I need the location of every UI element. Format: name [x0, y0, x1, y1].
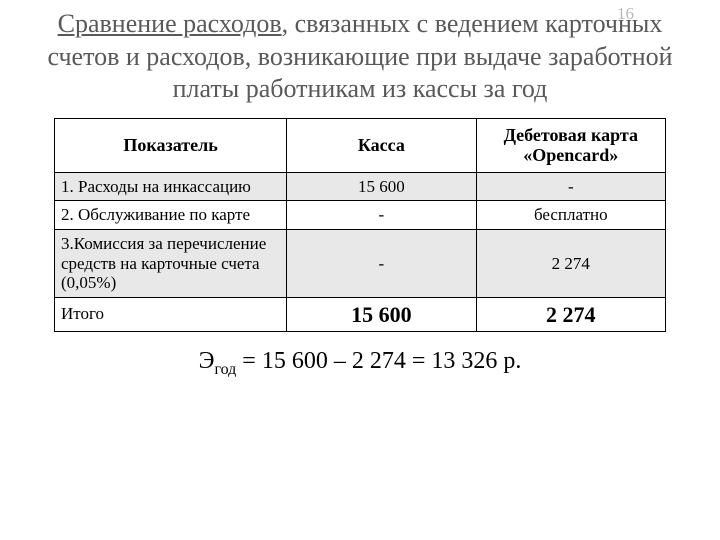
slide-title: Сравнение расходов, связанных с ведением…	[0, 0, 720, 118]
row-label: Итого	[55, 297, 287, 331]
col-header-indicator: Показатель	[55, 118, 287, 172]
row-kassa: 15 600	[287, 172, 476, 201]
row-card: 2 274	[476, 229, 665, 297]
formula-subscript: год	[214, 361, 236, 378]
row-card: бесплатно	[476, 201, 665, 230]
row-card: 2 274	[476, 297, 665, 331]
table-row-total: Итого 15 600 2 274	[55, 297, 666, 331]
row-label: 3.Комиссия за перечисление средств на ка…	[55, 229, 287, 297]
row-kassa: -	[287, 229, 476, 297]
row-label: 1. Расходы на инкассацию	[55, 172, 287, 201]
row-kassa: 15 600	[287, 297, 476, 331]
col-header-card: Дебетовая карта «Opencard»	[476, 118, 665, 172]
table-row: 2. Обслуживание по карте - бесплатно	[55, 201, 666, 230]
table-row: 1. Расходы на инкассацию 15 600 -	[55, 172, 666, 201]
formula: Эгод = 15 600 – 2 274 = 13 326 р.	[0, 332, 720, 379]
expenses-table: Показатель Касса Дебетовая карта «Openca…	[54, 118, 666, 332]
formula-expression: = 15 600 – 2 274 = 13 326 р.	[236, 348, 521, 374]
formula-symbol: Э	[199, 348, 215, 374]
row-card: -	[476, 172, 665, 201]
table-row: 3.Комиссия за перечисление средств на ка…	[55, 229, 666, 297]
row-label: 2. Обслуживание по карте	[55, 201, 287, 230]
page-number: 16	[617, 4, 634, 24]
col-header-kassa: Касса	[287, 118, 476, 172]
row-kassa: -	[287, 201, 476, 230]
title-underlined: Сравнение расходов	[58, 9, 282, 38]
